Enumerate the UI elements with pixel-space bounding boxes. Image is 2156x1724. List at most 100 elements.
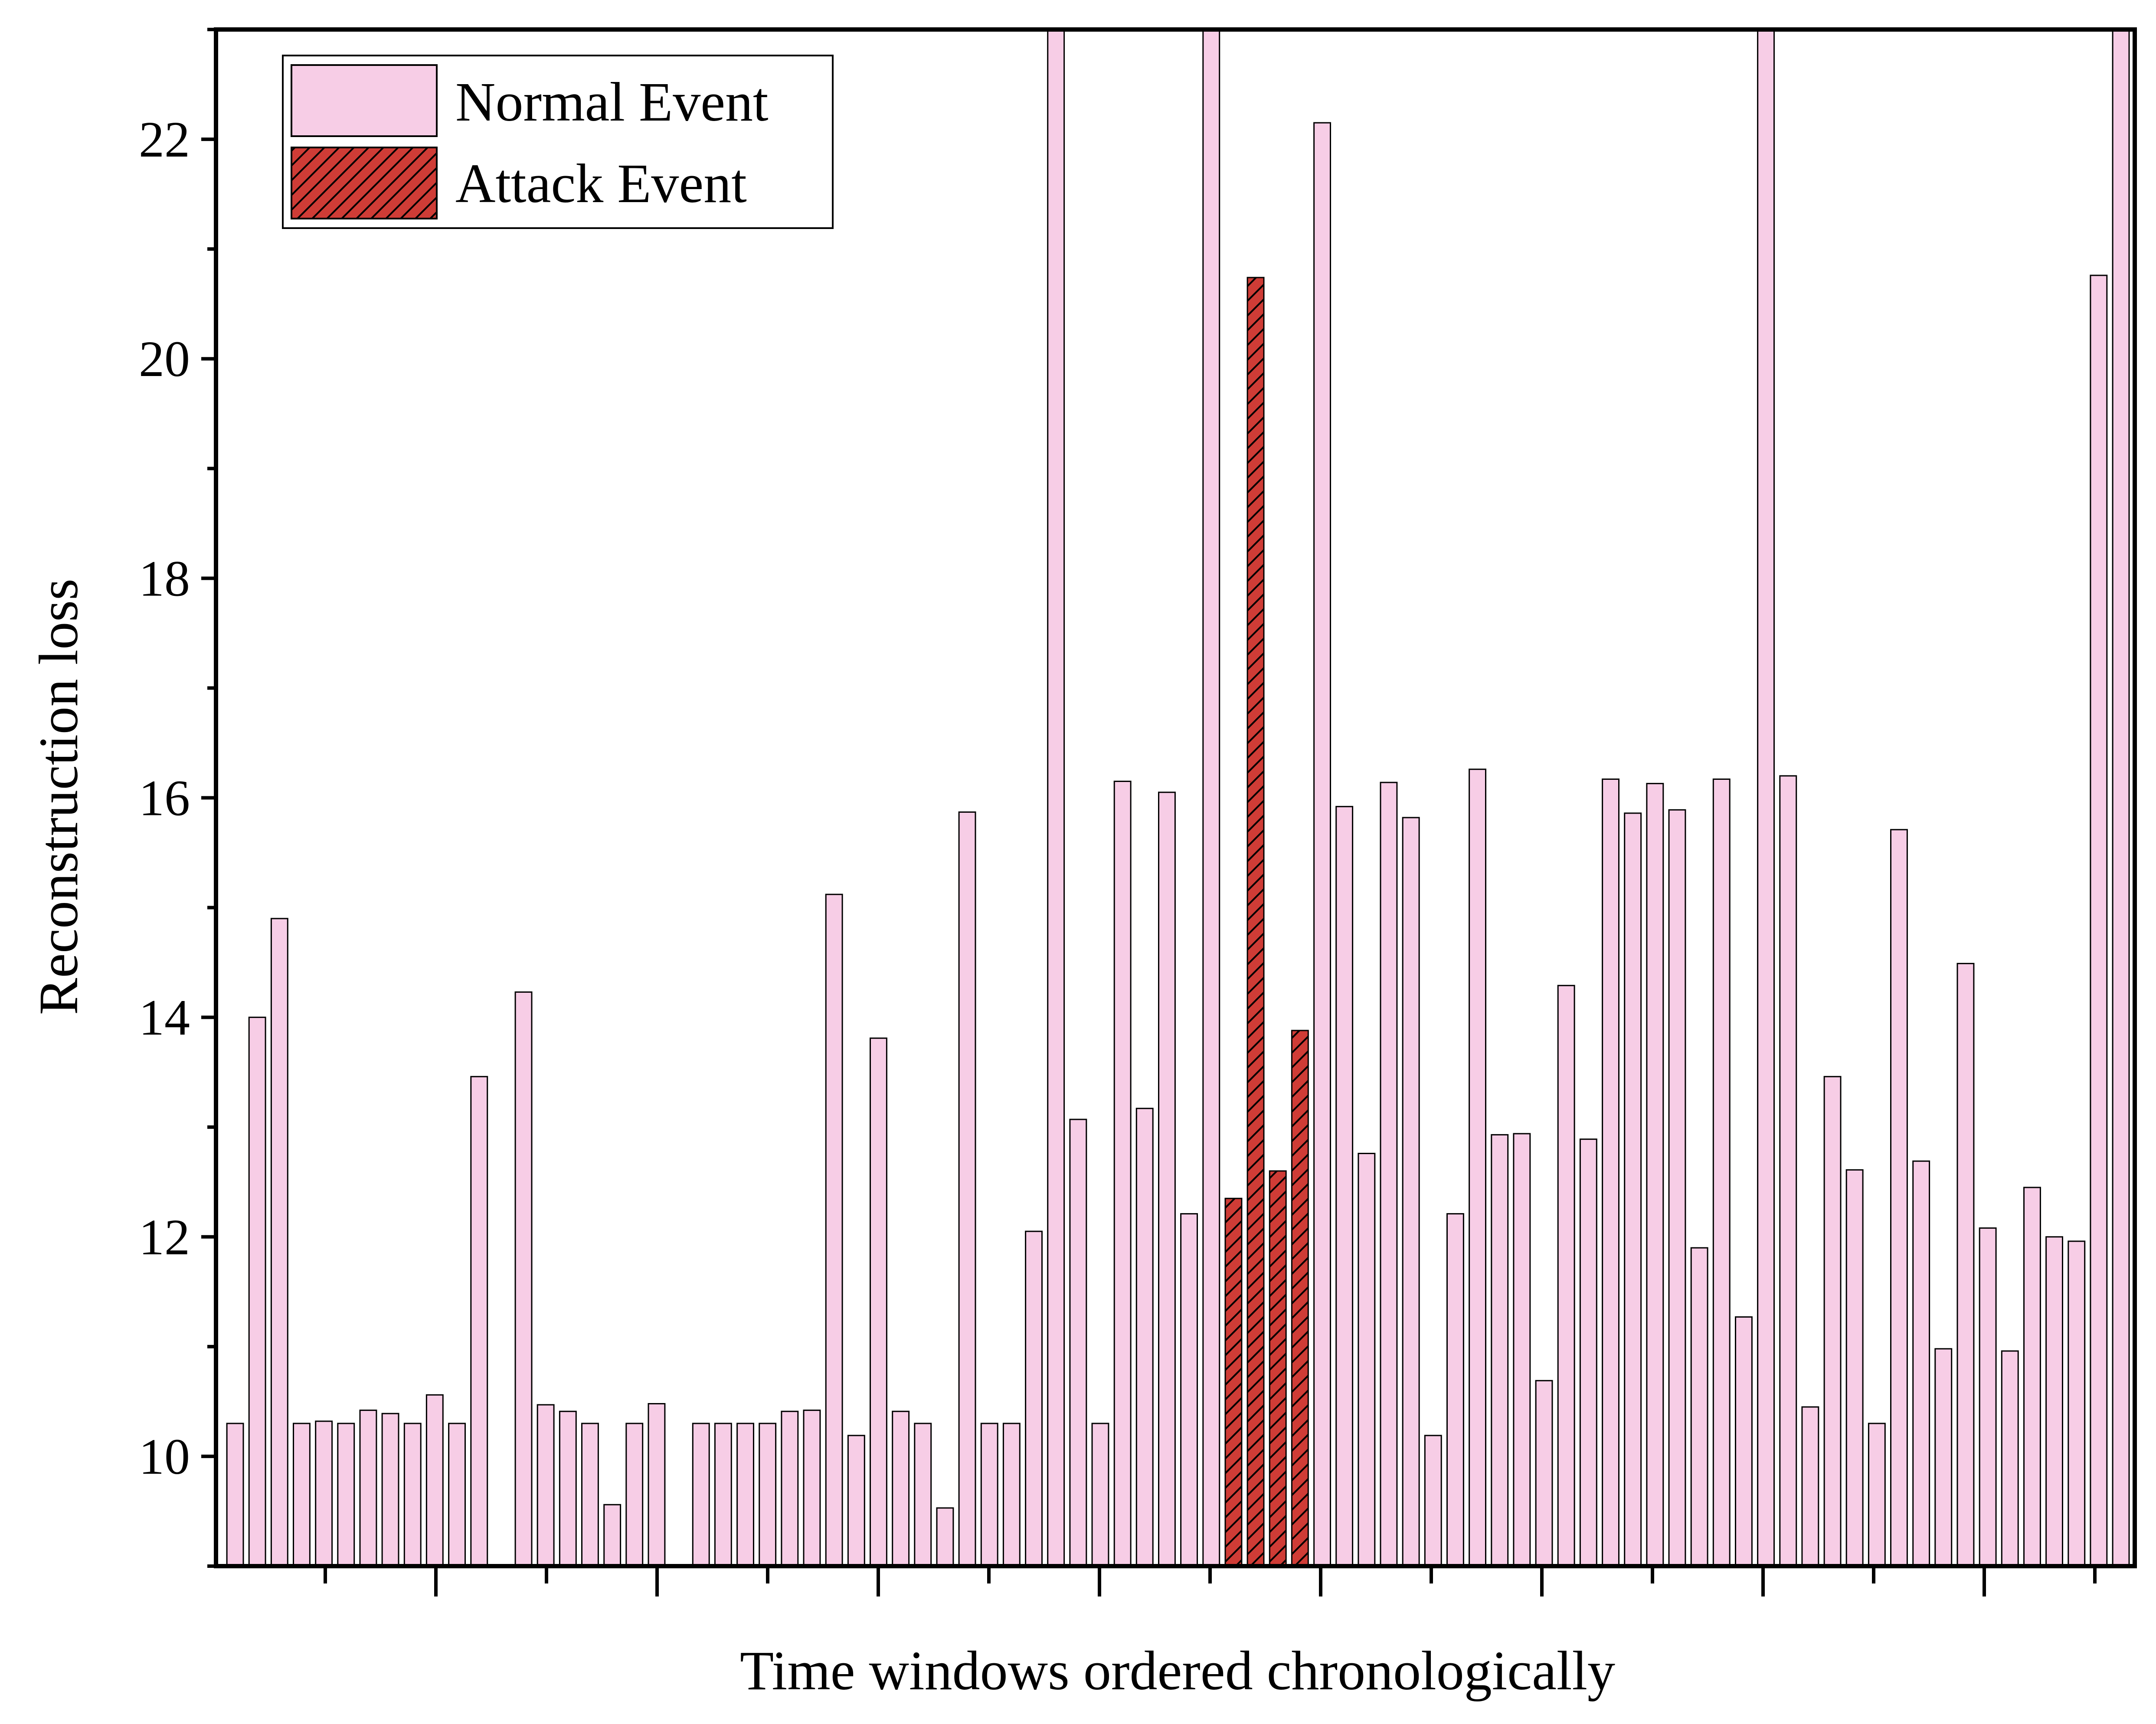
normal-event-bar — [1180, 1213, 1198, 1567]
bars-layer — [226, 29, 2130, 1567]
normal-event-bar — [337, 1423, 355, 1567]
normal-event-bar — [1712, 779, 1731, 1567]
normal-event-bar — [825, 893, 843, 1567]
normal-event-bar — [1779, 775, 1797, 1567]
normal-event-bar — [1313, 122, 1332, 1567]
normal-event-bar — [470, 1076, 488, 1567]
y-tick-label: 10 — [139, 1428, 190, 1485]
normal-event-bar — [1025, 1230, 1043, 1567]
normal-event-bar — [2023, 1187, 2041, 1567]
normal-event-bar — [1668, 809, 1686, 1567]
normal-event-bar — [759, 1423, 777, 1567]
normal-event-bar — [559, 1410, 577, 1567]
normal-event-bar — [1979, 1227, 1997, 1567]
normal-event-bar — [1868, 1423, 1886, 1567]
normal-event-bar — [1845, 1169, 1864, 1567]
normal-event-bar — [581, 1423, 599, 1567]
normal-event-bar — [603, 1504, 622, 1567]
normal-event-bar — [1535, 1380, 1553, 1567]
normal-event-bar — [1690, 1247, 1708, 1567]
normal-event-bar — [1158, 792, 1176, 1567]
normal-event-bar — [1757, 29, 1775, 1567]
normal-event-bar — [1491, 1134, 1509, 1567]
normal-event-bar — [625, 1423, 644, 1567]
normal-event-bar — [1202, 29, 1220, 1567]
normal-event-bar — [847, 1435, 865, 1567]
legend-swatch-normal — [291, 64, 438, 137]
normal-event-bar — [381, 1413, 399, 1567]
normal-event-bar — [2090, 275, 2108, 1567]
y-tick-label: 16 — [139, 770, 190, 827]
normal-event-bar — [980, 1423, 998, 1567]
normal-event-bar — [226, 1423, 244, 1567]
normal-event-bar — [781, 1410, 799, 1567]
y-tick-label: 18 — [139, 550, 190, 607]
normal-event-bar — [1890, 829, 1908, 1567]
y-tick-label: 22 — [139, 111, 190, 168]
normal-event-bar — [2045, 1236, 2064, 1567]
normal-event-bar — [1823, 1076, 1842, 1567]
normal-event-bar — [403, 1423, 422, 1567]
normal-event-bar — [448, 1423, 466, 1567]
normal-event-bar — [1934, 1348, 1953, 1567]
legend-label-attack: Attack Event — [455, 153, 747, 214]
normal-event-bar — [692, 1423, 710, 1567]
normal-event-bar — [359, 1410, 377, 1567]
normal-event-bar — [2112, 29, 2130, 1567]
normal-event-bar — [1446, 1213, 1464, 1567]
normal-event-bar — [958, 811, 976, 1567]
normal-event-bar — [936, 1507, 954, 1567]
attack-event-bar — [1224, 1197, 1243, 1567]
normal-event-bar — [2001, 1350, 2019, 1567]
normal-event-bar — [892, 1410, 910, 1567]
normal-event-bar — [1602, 779, 1620, 1567]
attack-event-bar — [1269, 1170, 1287, 1567]
normal-event-bar — [1091, 1423, 1109, 1567]
normal-event-bar — [914, 1423, 932, 1567]
normal-event-bar — [1469, 769, 1487, 1567]
normal-event-bar — [1002, 1423, 1021, 1567]
normal-event-bar — [425, 1394, 444, 1567]
normal-event-bar — [1069, 1119, 1087, 1567]
y-tick-label: 12 — [139, 1209, 190, 1266]
normal-event-bar — [1735, 1316, 1753, 1567]
normal-event-bar — [870, 1037, 887, 1567]
normal-event-bar — [1380, 782, 1398, 1567]
x-axis-title: Time windows ordered chronologically — [740, 1640, 1615, 1701]
normal-event-bar — [1646, 783, 1664, 1567]
normal-event-bar — [1557, 985, 1575, 1567]
normal-event-bar — [1801, 1406, 1819, 1567]
normal-event-bar — [2068, 1240, 2086, 1567]
normal-event-bar — [736, 1423, 754, 1567]
y-tick-label: 14 — [139, 989, 190, 1046]
normal-event-bar — [1424, 1435, 1442, 1567]
normal-event-bar — [1113, 781, 1132, 1567]
normal-event-bar — [514, 991, 533, 1567]
legend: Normal Event Attack Event — [282, 55, 834, 229]
normal-event-bar — [270, 918, 288, 1567]
normal-event-bar — [803, 1410, 821, 1567]
axes-layer: 10 12 14 16 18 20 22 — [139, 27, 2137, 1596]
normal-event-bar — [315, 1420, 333, 1567]
y-axis-title: Reconstruction loss — [28, 579, 89, 1015]
normal-event-bar — [714, 1423, 732, 1567]
normal-event-bar — [1047, 29, 1065, 1567]
normal-event-bar — [1912, 1160, 1930, 1567]
normal-event-bar — [1624, 812, 1642, 1567]
normal-event-bar — [1579, 1138, 1597, 1567]
normal-event-bar — [1335, 806, 1354, 1567]
normal-event-bar — [1358, 1153, 1376, 1567]
attack-event-bar — [1291, 1030, 1309, 1567]
attack-event-bar — [1246, 277, 1265, 1567]
normal-event-bar — [1402, 817, 1420, 1567]
normal-event-bar — [293, 1423, 311, 1567]
y-tick-label: 20 — [139, 330, 190, 387]
normal-event-bar — [1956, 963, 1975, 1567]
normal-event-bar — [1513, 1133, 1531, 1567]
normal-event-bar — [248, 1017, 266, 1567]
legend-swatch-attack — [291, 147, 438, 219]
normal-event-bar — [537, 1404, 555, 1567]
normal-event-bar — [648, 1403, 666, 1567]
legend-label-normal: Normal Event — [455, 71, 769, 133]
